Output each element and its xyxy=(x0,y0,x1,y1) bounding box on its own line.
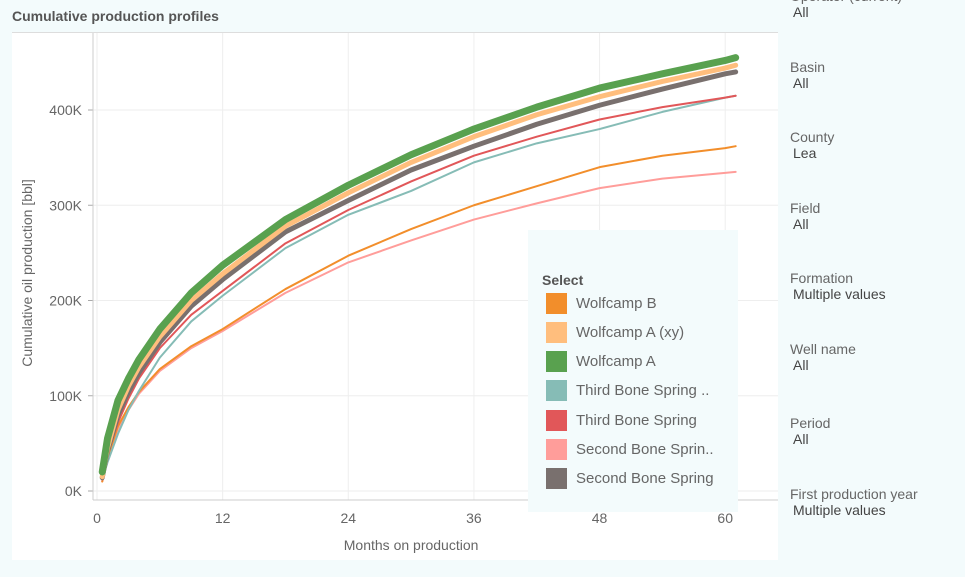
legend-label: Wolfcamp A (xy) xyxy=(576,323,685,341)
legend-swatch xyxy=(546,321,567,343)
filter-value[interactable]: All xyxy=(793,431,809,447)
filter-basin[interactable]: Basin All xyxy=(790,59,960,91)
filter-label: Basin xyxy=(790,58,826,75)
legend-label: Wolfcamp B xyxy=(576,294,657,312)
legend-item[interactable]: Third Bone Spring .. xyxy=(546,380,709,402)
legend-label: Wolfcamp A xyxy=(576,353,656,371)
y-tick-label: 400K xyxy=(49,102,82,118)
x-tick-label: 36 xyxy=(466,510,482,526)
x-tick-label: 48 xyxy=(592,510,608,526)
legend-label: Third Bone Spring .. xyxy=(576,382,710,400)
legend-label: Second Bone Spring xyxy=(576,470,714,488)
filter-label: Formation xyxy=(790,270,854,286)
filter-value[interactable]: Multiple values xyxy=(793,501,886,518)
filter-well-name[interactable]: Well name All xyxy=(790,341,960,373)
filter-first-production-year[interactable]: First production year Multiple values xyxy=(790,486,960,518)
x-tick-label: 12 xyxy=(215,510,231,526)
filter-period[interactable]: Period All xyxy=(790,415,960,447)
series-line-wolfcamp-b xyxy=(101,145,737,483)
x-tick-label: 0 xyxy=(93,510,101,526)
series-line-wolfcamp-a xyxy=(98,54,740,476)
filter-county[interactable]: County Lea xyxy=(790,129,960,161)
legend-swatch xyxy=(546,292,567,314)
filter-value[interactable]: All xyxy=(793,356,809,373)
legend-swatch xyxy=(546,439,567,460)
legend-item[interactable]: Wolfcamp A xyxy=(546,351,656,373)
y-tick-label: 100K xyxy=(49,388,82,404)
filter-formation[interactable]: Formation Multiple values xyxy=(790,270,960,302)
chart-title: Cumulative production profiles xyxy=(12,8,219,24)
legend-label: Second Bone Sprin.. xyxy=(576,441,714,458)
legend-item[interactable]: Second Bone Spring xyxy=(546,468,714,490)
divider xyxy=(12,32,778,33)
legend-swatch xyxy=(546,468,567,490)
series-line-third-bone-spring- xyxy=(101,94,737,481)
filter-value[interactable]: All xyxy=(793,74,809,91)
filter-value[interactable]: Multiple values xyxy=(793,286,886,302)
filter-value[interactable]: All xyxy=(793,4,809,20)
legend-swatch xyxy=(546,351,567,373)
legend-item[interactable]: Second Bone Sprin.. xyxy=(546,439,714,461)
filter-field[interactable]: Field All xyxy=(790,200,960,232)
filter-label: County xyxy=(790,129,835,145)
legend-item[interactable]: Third Bone Spring xyxy=(546,409,697,431)
filter-label: Operator (current) xyxy=(790,0,960,4)
series-line-wolfcamp-a-xy- xyxy=(99,62,739,480)
line-chart[interactable]: 0 12 24 36 48 60 0K 100K 200K 300K 400K Months on p… xyxy=(12,33,778,560)
legend-item[interactable]: Wolfcamp A (xy) xyxy=(546,321,684,343)
y-tick-label: 0K xyxy=(65,483,83,499)
series-line-third-bone-spring xyxy=(101,94,737,481)
legend-item[interactable]: Wolfcamp B xyxy=(546,292,657,314)
legend: Select Wolfcamp B Wolfcamp A (xy) Wolfcamp… xyxy=(528,230,738,512)
filter-value[interactable]: Lea xyxy=(793,145,817,161)
x-axis-title: Months on production xyxy=(344,537,479,553)
filter-value[interactable]: All xyxy=(793,215,809,232)
filter-operator-current-[interactable]: Operator (current)All xyxy=(790,0,960,20)
y-axis-title: Cumulative oil production [bbl] xyxy=(19,179,35,367)
legend-swatch xyxy=(546,380,567,402)
filter-label: Period xyxy=(790,415,831,431)
legend-swatch xyxy=(546,409,567,431)
legend-title: Select xyxy=(542,272,584,288)
x-tick-label: 24 xyxy=(340,510,356,526)
x-tick-label: 60 xyxy=(717,510,733,526)
legend-label: Third Bone Spring xyxy=(576,411,697,429)
filter-label: Well name xyxy=(790,340,856,357)
y-tick-label: 300K xyxy=(49,197,82,213)
y-tick-label: 200K xyxy=(49,293,82,309)
filter-label: First production year xyxy=(790,485,918,502)
filter-label: Field xyxy=(790,199,821,216)
